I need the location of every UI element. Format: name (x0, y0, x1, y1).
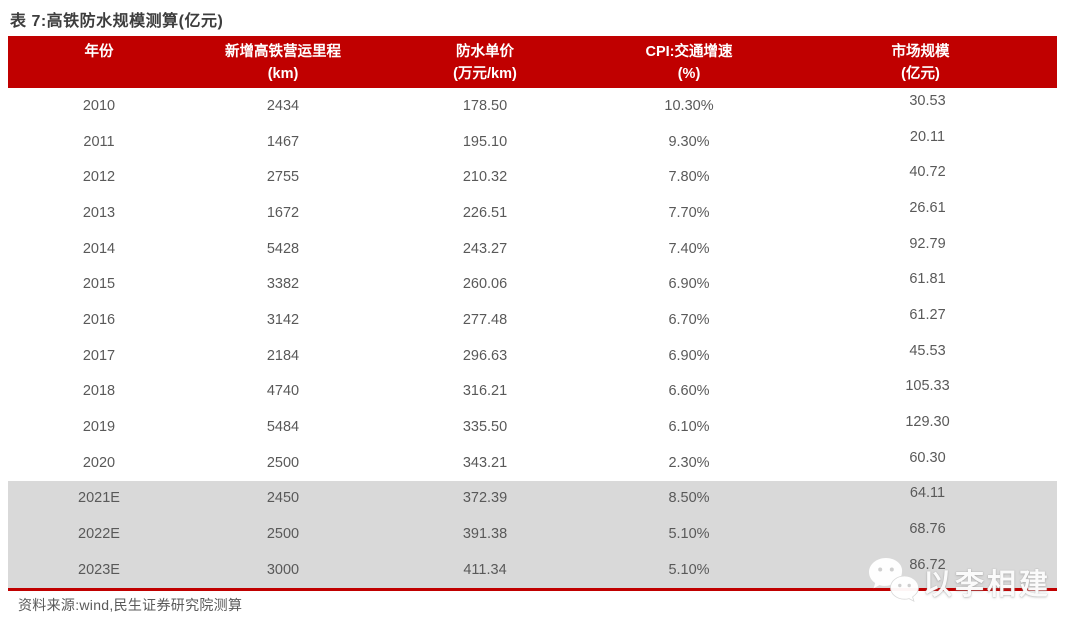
cell-waterproof-unit-price: 296.63 (462, 347, 508, 364)
cell-new-mileage: 3000 (266, 561, 300, 578)
cell-year: 2021E (78, 490, 120, 507)
cell-cpi-traffic-growth: 2.30% (668, 454, 710, 471)
source-note: 资料来源:wind,民生证券研究院测算 (18, 597, 243, 613)
cell-waterproof-unit-price: 335.50 (462, 419, 508, 436)
cell-cpi-traffic-growth: 6.60% (668, 383, 710, 400)
cell-new-mileage: 5428 (266, 240, 300, 257)
cell-year: 2022E (78, 526, 120, 543)
cell-market-size: 40.72 (909, 164, 946, 181)
cell-waterproof-unit-price: 226.51 (462, 204, 508, 221)
cell-new-mileage: 3382 (266, 276, 300, 293)
cell-waterproof-unit-price: 210.32 (462, 169, 508, 186)
col-header-year: 年份 (84, 44, 114, 60)
table-row: 2021E 2450 372.39 8.50% 64.11 (8, 480, 1057, 517)
table-row: 2015 3382 260.06 6.90% 61.81 (8, 266, 1057, 302)
cell-waterproof-unit-price: 316.21 (462, 383, 508, 400)
cell-market-size: 61.27 (909, 306, 946, 323)
cell-market-size: 86.72 (909, 556, 946, 573)
cell-cpi-traffic-growth: 10.30% (664, 97, 714, 114)
table-header-row: 年份 新增高铁营运里程 (km) 防水单价 (万元/km) CPI:交通增速 (… (8, 36, 1057, 88)
cell-new-mileage: 2755 (266, 169, 300, 186)
cell-market-size: 45.53 (909, 342, 946, 359)
cell-waterproof-unit-price: 195.10 (462, 133, 508, 150)
col-header-new-mileage: 新增高铁营运里程 (km) (225, 44, 341, 82)
cell-market-size: 26.61 (909, 199, 946, 216)
table-title: 表 7:高铁防水规模测算(亿元) (10, 13, 224, 30)
cell-market-size: 61.81 (909, 271, 946, 288)
table-row: 2018 4740 316.21 6.60% 105.33 (8, 374, 1057, 410)
cell-new-mileage: 4740 (266, 383, 300, 400)
table-row: 2012 2755 210.32 7.80% 40.72 (8, 159, 1057, 195)
cell-cpi-traffic-growth: 6.70% (668, 311, 710, 328)
cell-cpi-traffic-growth: 5.10% (668, 526, 710, 543)
cell-new-mileage: 2184 (266, 347, 300, 364)
table-row: 2023E 3000 411.34 5.10% 86.72 (8, 551, 1057, 588)
cell-year: 2010 (82, 97, 116, 114)
cell-cpi-traffic-growth: 8.50% (668, 490, 710, 507)
table-row: 2022E 2500 391.38 5.10% 68.76 (8, 516, 1057, 552)
cell-cpi-traffic-growth: 6.90% (668, 347, 710, 364)
cell-market-size: 92.79 (909, 235, 946, 252)
cell-market-size: 64.11 (909, 485, 946, 502)
cell-cpi-traffic-growth: 7.80% (668, 169, 710, 186)
cell-waterproof-unit-price: 372.39 (462, 490, 508, 507)
cell-market-size: 30.53 (909, 92, 946, 109)
cell-new-mileage: 2450 (266, 490, 300, 507)
cell-new-mileage: 1672 (266, 204, 300, 221)
cell-year: 2012 (82, 169, 116, 186)
table-row: 2011 1467 195.10 9.30% 20.11 (8, 124, 1057, 160)
cell-cpi-traffic-growth: 7.40% (668, 240, 710, 257)
cell-market-size: 68.76 (909, 521, 946, 538)
table-row: 2013 1672 226.51 7.70% 26.61 (8, 195, 1057, 231)
table-row: 2010 2434 178.50 10.30% 30.53 (8, 88, 1057, 124)
cell-year: 2020 (82, 454, 116, 471)
cell-year: 2017 (82, 347, 116, 364)
cell-new-mileage: 5484 (266, 419, 300, 436)
col-header-market-size: 市场规模 (亿元) (891, 44, 950, 82)
cell-cpi-traffic-growth: 7.70% (668, 204, 710, 221)
cell-new-mileage: 3142 (266, 311, 300, 328)
cell-market-size: 60.30 (909, 449, 946, 466)
cell-cpi-traffic-growth: 5.10% (668, 561, 710, 578)
cell-cpi-traffic-growth: 6.10% (668, 419, 710, 436)
cell-new-mileage: 2500 (266, 526, 300, 543)
data-table: 年份 新增高铁营运里程 (km) 防水单价 (万元/km) CPI:交通增速 (… (8, 36, 1057, 591)
cell-new-mileage: 1467 (266, 133, 300, 150)
table-body: 2010 2434 178.50 10.30% 30.53 2011 1467 … (8, 88, 1057, 588)
cell-waterproof-unit-price: 277.48 (462, 311, 508, 328)
cell-year: 2018 (82, 383, 116, 400)
cell-waterproof-unit-price: 260.06 (462, 276, 508, 293)
cell-waterproof-unit-price: 178.50 (462, 97, 508, 114)
cell-new-mileage: 2500 (266, 454, 300, 471)
col-header-cpi-traffic-growth: CPI:交通增速 (%) (645, 44, 733, 82)
table-row: 2017 2184 296.63 6.90% 45.53 (8, 338, 1057, 374)
cell-year: 2023E (78, 561, 120, 578)
table-row: 2019 5484 335.50 6.10% 129.30 (8, 409, 1057, 445)
col-header-waterproof-unit-price: 防水单价 (万元/km) (453, 44, 517, 82)
cell-year: 2016 (82, 311, 116, 328)
cell-year: 2015 (82, 276, 116, 293)
cell-market-size: 129.30 (905, 414, 950, 431)
cell-waterproof-unit-price: 411.34 (463, 561, 507, 578)
cell-new-mileage: 2434 (266, 97, 300, 114)
table-row: 2016 3142 277.48 6.70% 61.27 (8, 302, 1057, 338)
cell-cpi-traffic-growth: 6.90% (668, 276, 710, 293)
cell-waterproof-unit-price: 391.38 (462, 526, 508, 543)
cell-market-size: 105.33 (905, 378, 950, 395)
cell-year: 2014 (82, 240, 116, 257)
cell-year: 2013 (82, 204, 116, 221)
cell-waterproof-unit-price: 343.21 (462, 454, 508, 471)
cell-year: 2019 (82, 419, 116, 436)
cell-waterproof-unit-price: 243.27 (462, 240, 508, 257)
table-row: 2014 5428 243.27 7.40% 92.79 (8, 231, 1057, 267)
cell-market-size: 20.11 (909, 128, 946, 145)
table-row: 2020 2500 343.21 2.30% 60.30 (8, 445, 1057, 481)
cell-cpi-traffic-growth: 9.30% (668, 133, 710, 150)
cell-year: 2011 (83, 133, 115, 150)
